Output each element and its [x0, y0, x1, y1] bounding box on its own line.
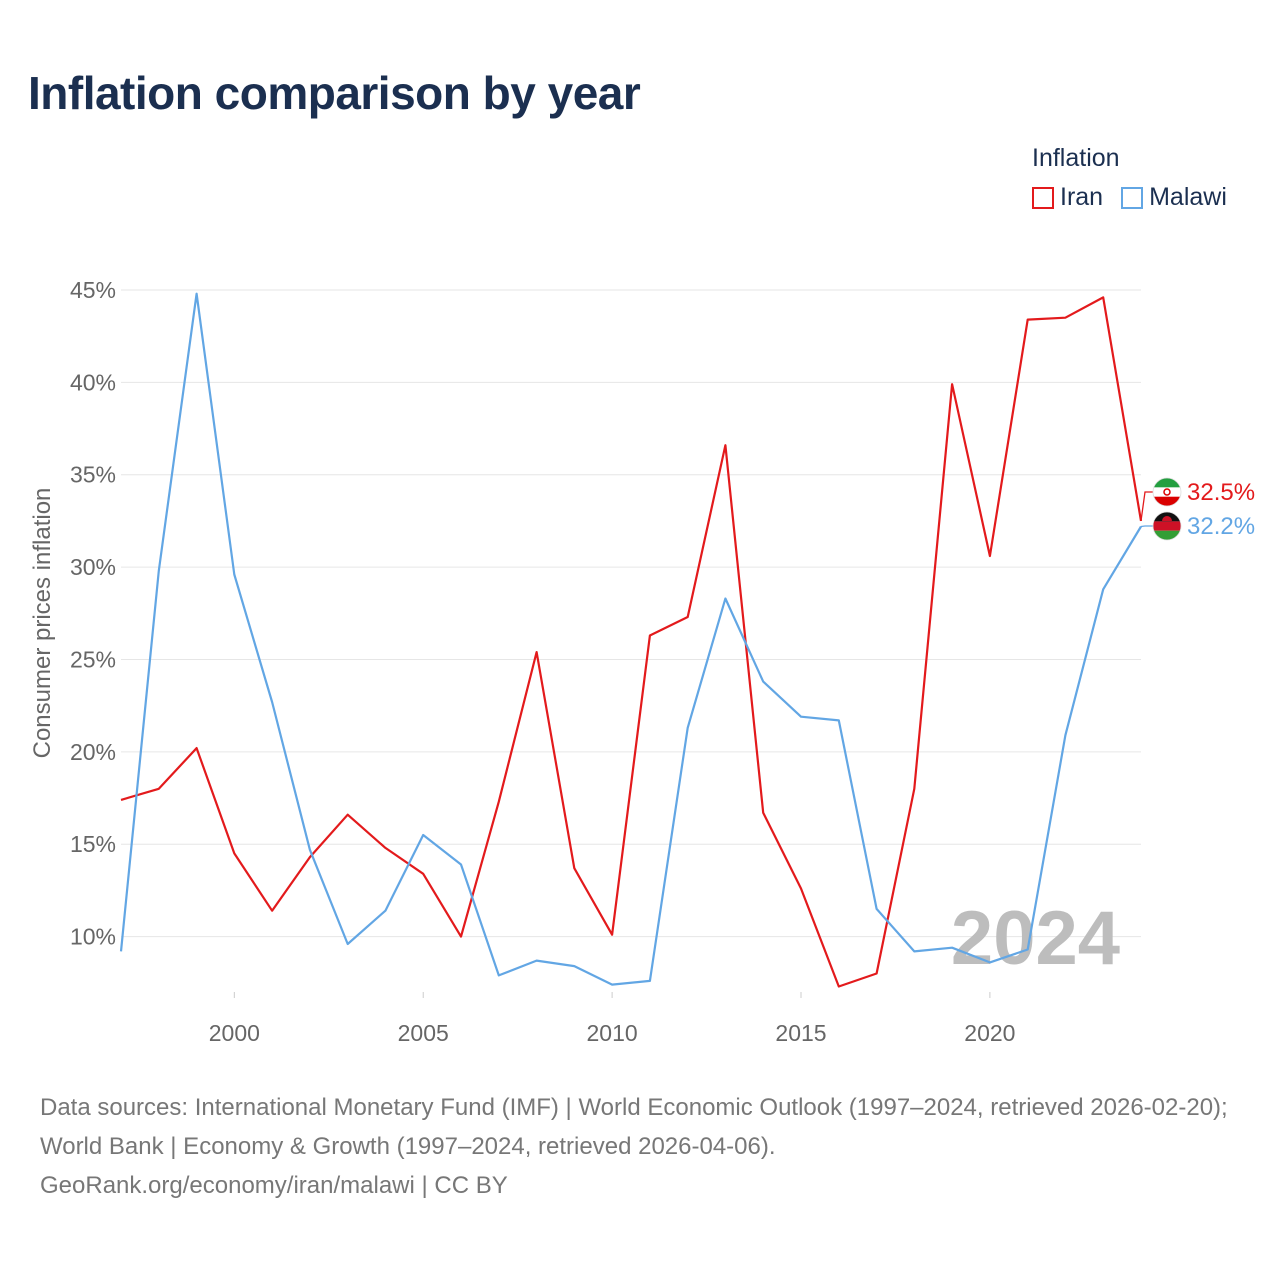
y-tick-label-45: 45%	[70, 277, 116, 303]
series-lines	[119, 292, 1143, 988]
x-tick-label-2000: 2000	[209, 1020, 260, 1046]
legend-label-iran: Iran	[1060, 183, 1104, 211]
flag-sun	[1162, 516, 1172, 521]
series-line-malawi[interactable]	[119, 292, 1142, 986]
flag-band-green	[1153, 530, 1181, 540]
end-value-label-iran: 32.5%	[1187, 479, 1255, 506]
end-markers: 32.5% 32.2%	[1140, 477, 1255, 541]
flag-band-green	[1153, 478, 1181, 488]
flag-emblem	[1163, 488, 1171, 496]
gridlines	[121, 289, 1141, 938]
flag-malawi-icon	[1152, 511, 1182, 541]
x-tick-label-2005: 2005	[398, 1020, 449, 1046]
flag-band-white	[1153, 487, 1181, 497]
connector-iran	[1140, 491, 1154, 522]
footer: Data sources: International Monetary Fun…	[40, 1088, 1250, 1205]
series-line-iran[interactable]	[120, 296, 1143, 988]
y-tick-label-15: 15%	[70, 831, 116, 857]
x-tick-label-2020: 2020	[964, 1020, 1015, 1046]
y-tick-label-20: 20%	[70, 739, 116, 765]
y-tick-label-35: 35%	[70, 462, 116, 488]
chart-title: Inflation comparison by year	[28, 67, 641, 119]
flag-band-red	[1153, 496, 1181, 506]
x-tick-label-2010: 2010	[587, 1020, 638, 1046]
data-sources: Data sources: International Monetary Fun…	[40, 1094, 1228, 1160]
legend-swatch-iran	[1032, 186, 1054, 209]
y-axis-label: Consumer prices inflation	[29, 488, 56, 759]
flag-iran-icon	[1152, 477, 1182, 507]
legend: Inflation Iran Malawi	[1032, 144, 1227, 212]
legend-item-iran[interactable]: Iran	[1032, 183, 1103, 212]
y-tick-label-25: 25%	[70, 646, 116, 672]
end-value-label-malawi: 32.2%	[1187, 513, 1255, 540]
flag-body-iran	[1153, 478, 1181, 506]
legend-title: Inflation	[1032, 144, 1120, 172]
y-tick-label-10: 10%	[70, 924, 116, 950]
legend-label-malawi: Malawi	[1149, 183, 1227, 211]
axis-ticks: 10% 15% 20% 25% 30% 35% 40% 45% 2000 2005 2010 2015…	[70, 277, 1016, 1046]
y-tick-label-30: 30%	[70, 554, 116, 580]
flag-band-red	[1153, 521, 1181, 531]
x-tick-label-2015: 2015	[775, 1020, 826, 1046]
legend-item-malawi[interactable]: Malawi	[1121, 183, 1227, 212]
y-tick-label-40: 40%	[70, 369, 116, 395]
flag-body-malawi	[1153, 512, 1181, 540]
flag-ring-iran	[1152, 477, 1182, 507]
credit-link[interactable]: GeoRank.org/economy/iran/malawi | CC BY	[40, 1172, 508, 1199]
legend-swatch-malawi	[1121, 186, 1144, 209]
flag-ring-malawi	[1152, 511, 1182, 541]
line-chart: 10% 15% 20% 25% 30% 35% 40% 45% 2000 2005 2010 2015…	[29, 277, 1255, 1046]
